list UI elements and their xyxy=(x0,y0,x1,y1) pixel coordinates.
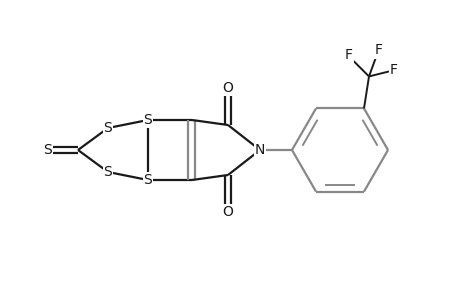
Text: S: S xyxy=(44,143,52,157)
Text: N: N xyxy=(254,143,264,157)
Text: F: F xyxy=(344,48,352,62)
Text: F: F xyxy=(389,63,397,77)
Text: S: S xyxy=(103,165,112,179)
Text: F: F xyxy=(374,44,382,57)
Text: S: S xyxy=(143,173,152,187)
Text: O: O xyxy=(222,205,233,219)
Text: O: O xyxy=(222,81,233,95)
Text: S: S xyxy=(103,121,112,135)
Text: S: S xyxy=(143,113,152,127)
